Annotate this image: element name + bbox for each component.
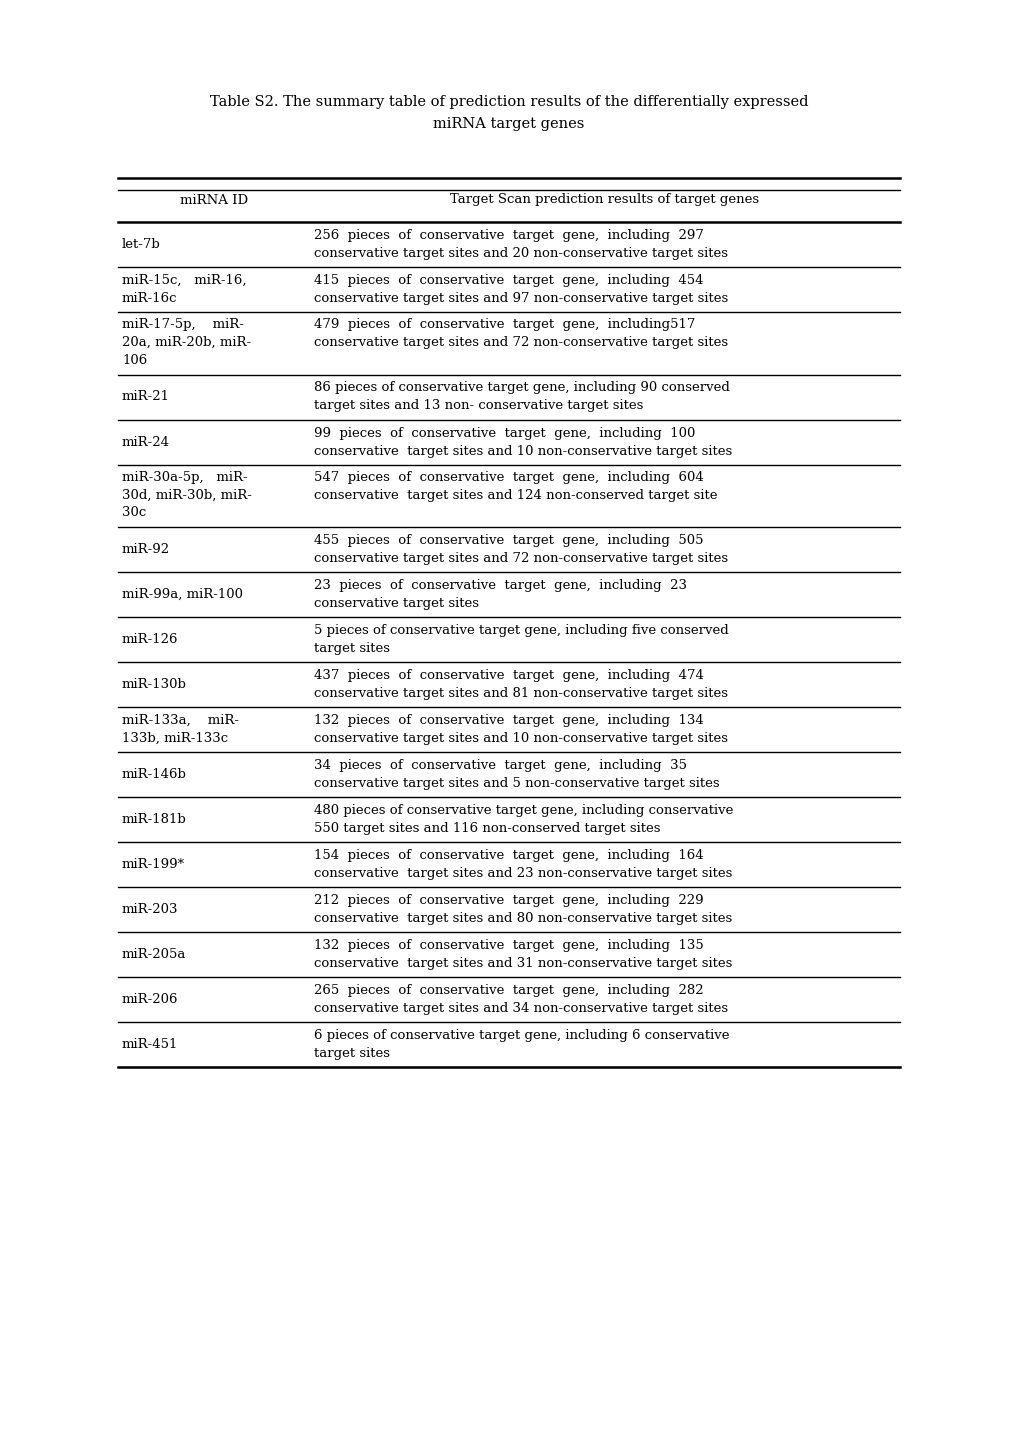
Text: Target Scan prediction results of target genes: Target Scan prediction results of target… <box>450 193 759 206</box>
Text: 6 pieces of conservative target gene, including 6 conservative
target sites: 6 pieces of conservative target gene, in… <box>314 1029 729 1061</box>
Text: 212  pieces  of  conservative  target  gene,  including  229
conservative  targe: 212 pieces of conservative target gene, … <box>314 895 732 925</box>
Text: miR-133a,    miR-
133b, miR-133c: miR-133a, miR- 133b, miR-133c <box>122 714 238 745</box>
Text: miR-92: miR-92 <box>122 543 170 556</box>
Text: miR-30a-5p,   miR-
30d, miR-30b, miR-
30c: miR-30a-5p, miR- 30d, miR-30b, miR- 30c <box>122 470 252 519</box>
Text: 480 pieces of conservative target gene, including conservative
550 target sites : 480 pieces of conservative target gene, … <box>314 804 733 835</box>
Text: 256  pieces  of  conservative  target  gene,  including  297
conservative target: 256 pieces of conservative target gene, … <box>314 229 728 260</box>
Text: 132  pieces  of  conservative  target  gene,  including  134
conservative target: 132 pieces of conservative target gene, … <box>314 714 728 745</box>
Text: miR-24: miR-24 <box>122 436 170 449</box>
Text: miRNA ID: miRNA ID <box>179 193 248 206</box>
Text: miR-199*: miR-199* <box>122 859 184 872</box>
Text: miR-15c,   miR-16,
miR-16c: miR-15c, miR-16, miR-16c <box>122 274 247 304</box>
Text: let-7b: let-7b <box>122 238 161 251</box>
Text: 455  pieces  of  conservative  target  gene,  including  505
conservative target: 455 pieces of conservative target gene, … <box>314 534 728 566</box>
Text: miR-203: miR-203 <box>122 903 178 916</box>
Text: 154  pieces  of  conservative  target  gene,  including  164
conservative  targe: 154 pieces of conservative target gene, … <box>314 848 732 880</box>
Text: 415  pieces  of  conservative  target  gene,  including  454
conservative target: 415 pieces of conservative target gene, … <box>314 274 728 304</box>
Text: miR-17-5p,    miR-
20a, miR-20b, miR-
106: miR-17-5p, miR- 20a, miR-20b, miR- 106 <box>122 317 251 367</box>
Text: miR-130b: miR-130b <box>122 678 186 691</box>
Text: miR-206: miR-206 <box>122 993 178 1006</box>
Text: miR-126: miR-126 <box>122 633 178 646</box>
Text: 86 pieces of conservative target gene, including 90 conserved
target sites and 1: 86 pieces of conservative target gene, i… <box>314 381 730 413</box>
Text: 99  pieces  of  conservative  target  gene,  including  100
conservative  target: 99 pieces of conservative target gene, i… <box>314 427 732 457</box>
Text: miR-21: miR-21 <box>122 391 170 404</box>
Text: 5 pieces of conservative target gene, including five conserved
target sites: 5 pieces of conservative target gene, in… <box>314 623 728 655</box>
Text: 34  pieces  of  conservative  target  gene,  including  35
conservative target s: 34 pieces of conservative target gene, i… <box>314 759 719 789</box>
Text: miR-181b: miR-181b <box>122 812 186 825</box>
Text: miR-99a, miR-100: miR-99a, miR-100 <box>122 587 243 600</box>
Text: miR-205a: miR-205a <box>122 948 186 961</box>
Text: 437  pieces  of  conservative  target  gene,  including  474
conservative target: 437 pieces of conservative target gene, … <box>314 670 728 700</box>
Text: miRNA target genes: miRNA target genes <box>433 117 584 131</box>
Text: miR-146b: miR-146b <box>122 768 186 781</box>
Text: 23  pieces  of  conservative  target  gene,  including  23
conservative target s: 23 pieces of conservative target gene, i… <box>314 579 687 610</box>
Text: 132  pieces  of  conservative  target  gene,  including  135
conservative  targe: 132 pieces of conservative target gene, … <box>314 939 732 970</box>
Text: 265  pieces  of  conservative  target  gene,  including  282
conservative target: 265 pieces of conservative target gene, … <box>314 984 728 1014</box>
Text: Table S2. The summary table of prediction results of the differentially expresse: Table S2. The summary table of predictio… <box>210 95 807 110</box>
Text: 479  pieces  of  conservative  target  gene,  including517
conservative target s: 479 pieces of conservative target gene, … <box>314 317 728 349</box>
Text: 547  pieces  of  conservative  target  gene,  including  604
conservative  targe: 547 pieces of conservative target gene, … <box>314 470 716 502</box>
Text: miR-451: miR-451 <box>122 1038 178 1051</box>
